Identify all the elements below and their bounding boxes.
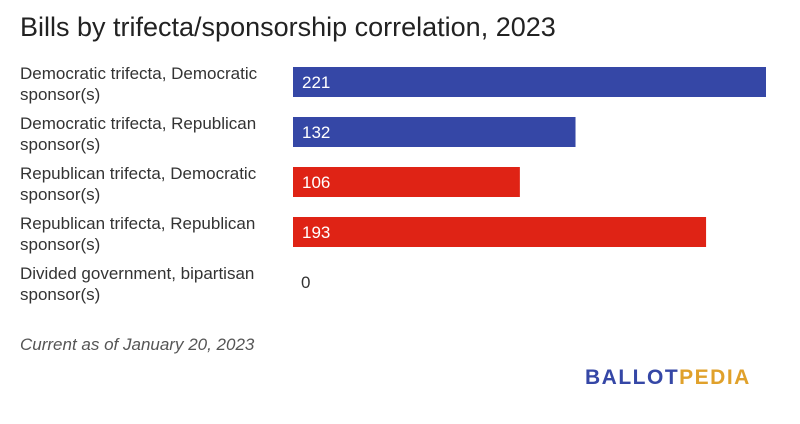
chart-title: Bills by trifecta/sponsorship correlatio… xyxy=(20,12,556,42)
category-label: Divided government, bipartisan sponsor(s) xyxy=(20,264,254,304)
category-label: Democratic trifecta, Republican sponsor(s… xyxy=(20,114,256,154)
ballotpedia-logo: BALLOTPEDIA xyxy=(585,366,751,390)
category-label-line: sponsor(s) xyxy=(20,85,100,104)
category-label: Republican trifecta, Republican sponsor(s… xyxy=(20,214,255,254)
value-label: 0 xyxy=(301,273,310,292)
value-label: 106 xyxy=(302,173,330,192)
category-label-line: sponsor(s) xyxy=(20,235,100,254)
category-label: Democratic trifecta, Democratic sponsor(s… xyxy=(20,64,258,104)
bar xyxy=(293,67,766,97)
bar xyxy=(293,217,707,247)
category-label: Republican trifecta, Democratic sponsor(s… xyxy=(20,164,257,204)
logo-part-ballot: BALLOT xyxy=(585,366,680,389)
value-label: 193 xyxy=(302,223,330,242)
category-label-line: Divided government, bipartisan xyxy=(20,264,254,283)
category-label-line: Democratic trifecta, Democratic xyxy=(20,64,258,83)
date-note: Current as of January 20, 2023 xyxy=(20,335,255,354)
category-label-line: Republican trifecta, Democratic xyxy=(20,164,257,183)
category-label-line: Republican trifecta, Republican xyxy=(20,214,255,233)
category-label-line: sponsor(s) xyxy=(20,285,100,304)
value-label: 132 xyxy=(302,123,330,142)
category-label-line: Democratic trifecta, Republican xyxy=(20,114,256,133)
bar xyxy=(293,167,520,197)
category-label-line: sponsor(s) xyxy=(20,135,100,154)
value-label: 221 xyxy=(302,73,330,92)
logo-part-pedia: PEDIA xyxy=(679,366,751,389)
category-label-line: sponsor(s) xyxy=(20,185,100,204)
bar xyxy=(293,117,576,147)
